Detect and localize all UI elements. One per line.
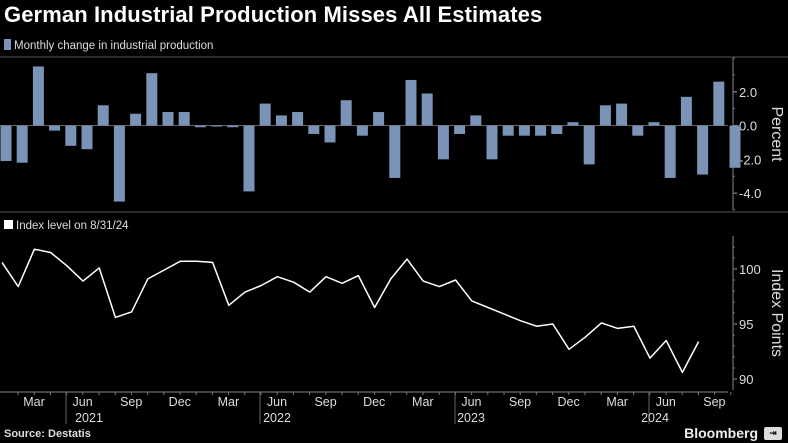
bar	[470, 115, 482, 126]
legend-line: Index level on 8/31/24	[4, 220, 129, 232]
bar	[49, 125, 61, 131]
bar-y-tick-label: 0.0	[739, 119, 757, 134]
bar	[599, 105, 611, 126]
chart-title: German Industrial Production Misses All …	[4, 2, 543, 27]
line-y-tick-label: 100	[739, 262, 761, 277]
x-month-label: Sep	[509, 395, 531, 409]
bar	[421, 93, 433, 126]
x-month-label: Sep	[703, 395, 725, 409]
bar	[97, 105, 109, 126]
bar	[680, 96, 692, 126]
bar	[567, 122, 579, 126]
bar	[373, 112, 385, 126]
brand-badge-icon: ⇥	[764, 427, 782, 440]
bar	[405, 79, 417, 126]
bar	[113, 125, 125, 202]
bar	[275, 115, 287, 126]
bar	[178, 112, 190, 126]
bar	[583, 125, 595, 165]
legend-bar-label: Monthly change in industrial production	[14, 40, 214, 52]
bar	[32, 66, 44, 126]
bar	[308, 125, 320, 134]
bar	[389, 125, 401, 178]
bar	[81, 125, 93, 150]
bar	[697, 125, 709, 175]
x-month-label: Sep	[314, 395, 336, 409]
bar-y-tick-label: 2.0	[739, 85, 757, 100]
x-month-label: Mar	[412, 395, 434, 409]
bar	[616, 103, 628, 126]
bar	[502, 125, 514, 136]
bar	[437, 125, 449, 160]
x-month-label: Dec	[557, 395, 579, 409]
x-month-label: Jun	[73, 395, 93, 409]
bar	[194, 125, 206, 128]
x-year-label: 2021	[75, 411, 103, 425]
line-y-tick-label: 90	[739, 372, 753, 387]
legend-bar-swatch	[4, 39, 11, 50]
bar	[243, 125, 255, 192]
bar	[648, 122, 660, 126]
bar	[324, 125, 336, 143]
bar	[356, 125, 368, 136]
bar	[211, 125, 223, 127]
bar	[16, 125, 28, 163]
x-month-label: Mar	[606, 395, 628, 409]
bar	[162, 112, 174, 126]
bar	[664, 125, 676, 178]
legend-bars: Monthly change in industrial production	[4, 39, 213, 52]
bar	[632, 125, 644, 136]
x-year-label: 2024	[641, 411, 669, 425]
bar	[535, 125, 547, 136]
bar	[713, 81, 725, 126]
x-month-label: Jun	[267, 395, 287, 409]
legend-line-label: Index level on 8/31/24	[16, 220, 129, 232]
bar	[340, 100, 352, 126]
bar	[146, 73, 158, 126]
x-month-label: Mar	[23, 395, 45, 409]
bar	[65, 125, 77, 146]
source-note: Source: Destatis	[4, 428, 91, 440]
bar-y-axis-label: Percent	[768, 106, 785, 162]
legend-line-swatch	[4, 220, 13, 229]
x-month-label: Sep	[120, 395, 142, 409]
bar	[292, 112, 304, 126]
line-y-tick-label: 95	[739, 317, 753, 332]
bar	[130, 113, 142, 126]
line-y-axis-label: Index Points	[768, 269, 785, 357]
x-month-label: Dec	[363, 395, 385, 409]
x-year-label: 2023	[457, 411, 485, 425]
bar	[0, 125, 12, 162]
bar	[259, 103, 271, 126]
x-month-label: Mar	[218, 395, 240, 409]
bar	[486, 125, 498, 160]
bar-y-tick-label: -2.0	[739, 152, 761, 167]
x-month-label: Dec	[169, 395, 191, 409]
x-year-label: 2022	[263, 411, 291, 425]
bar	[729, 125, 741, 168]
x-month-label: Jun	[461, 395, 481, 409]
bar	[518, 125, 530, 136]
x-month-label: Jun	[656, 395, 676, 409]
bar	[454, 125, 466, 134]
bar	[551, 125, 563, 134]
brand-logo: Bloomberg	[684, 425, 758, 441]
bar	[227, 125, 239, 128]
bar-y-tick-label: -4.0	[739, 186, 761, 201]
index-line-series	[1, 248, 700, 374]
